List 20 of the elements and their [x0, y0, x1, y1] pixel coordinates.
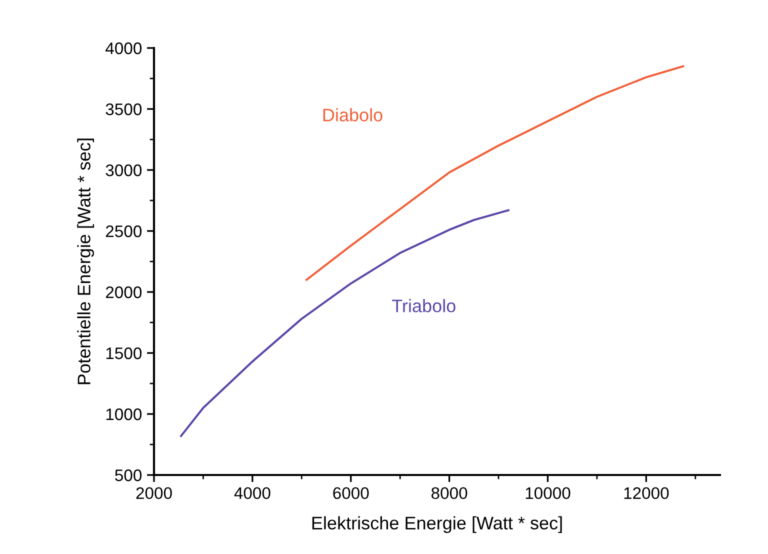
line-series	[306, 65, 684, 281]
x-tick-label: 12000	[624, 487, 669, 500]
x-tick-label: 2000	[136, 487, 172, 500]
series-label: Triabolo	[392, 299, 456, 312]
y-tick-label: 2000	[106, 286, 142, 298]
x-axis-title: Elektrische Energie [Watt * sec]	[312, 516, 562, 534]
x-tick-label: 8000	[431, 487, 468, 500]
y-tick-label: 3500	[106, 103, 142, 116]
y-tick-label: 2500	[106, 225, 142, 238]
y-tick-label: 4000	[106, 42, 142, 54]
x-tick-label: 10000	[526, 487, 570, 500]
x-tick-label: 4000	[234, 487, 270, 500]
y-tick-label: 500	[115, 469, 142, 482]
y-tick-label: 1000	[106, 408, 142, 420]
text: Diabolo	[323, 108, 382, 122]
x-tick-label: 6000	[333, 487, 369, 500]
y-tick-label: 3000	[106, 164, 142, 176]
y-axis-title: Potentielle Energie [Watt * sec]	[77, 138, 94, 384]
line-series	[180, 209, 510, 438]
y-tick-label: 1500	[106, 347, 142, 360]
